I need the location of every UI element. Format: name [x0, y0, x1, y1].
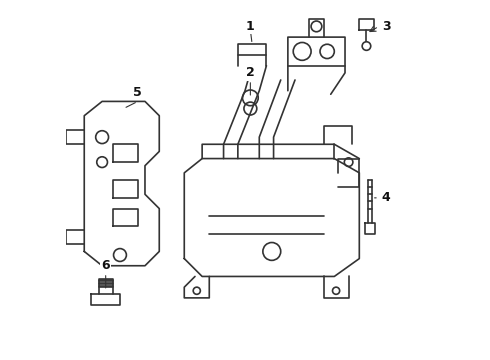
Text: 2: 2 [246, 66, 255, 79]
Text: 6: 6 [101, 259, 110, 272]
Text: 1: 1 [246, 20, 255, 33]
Text: 3: 3 [382, 20, 391, 33]
Text: 5: 5 [133, 86, 142, 99]
Text: 4: 4 [382, 192, 391, 204]
